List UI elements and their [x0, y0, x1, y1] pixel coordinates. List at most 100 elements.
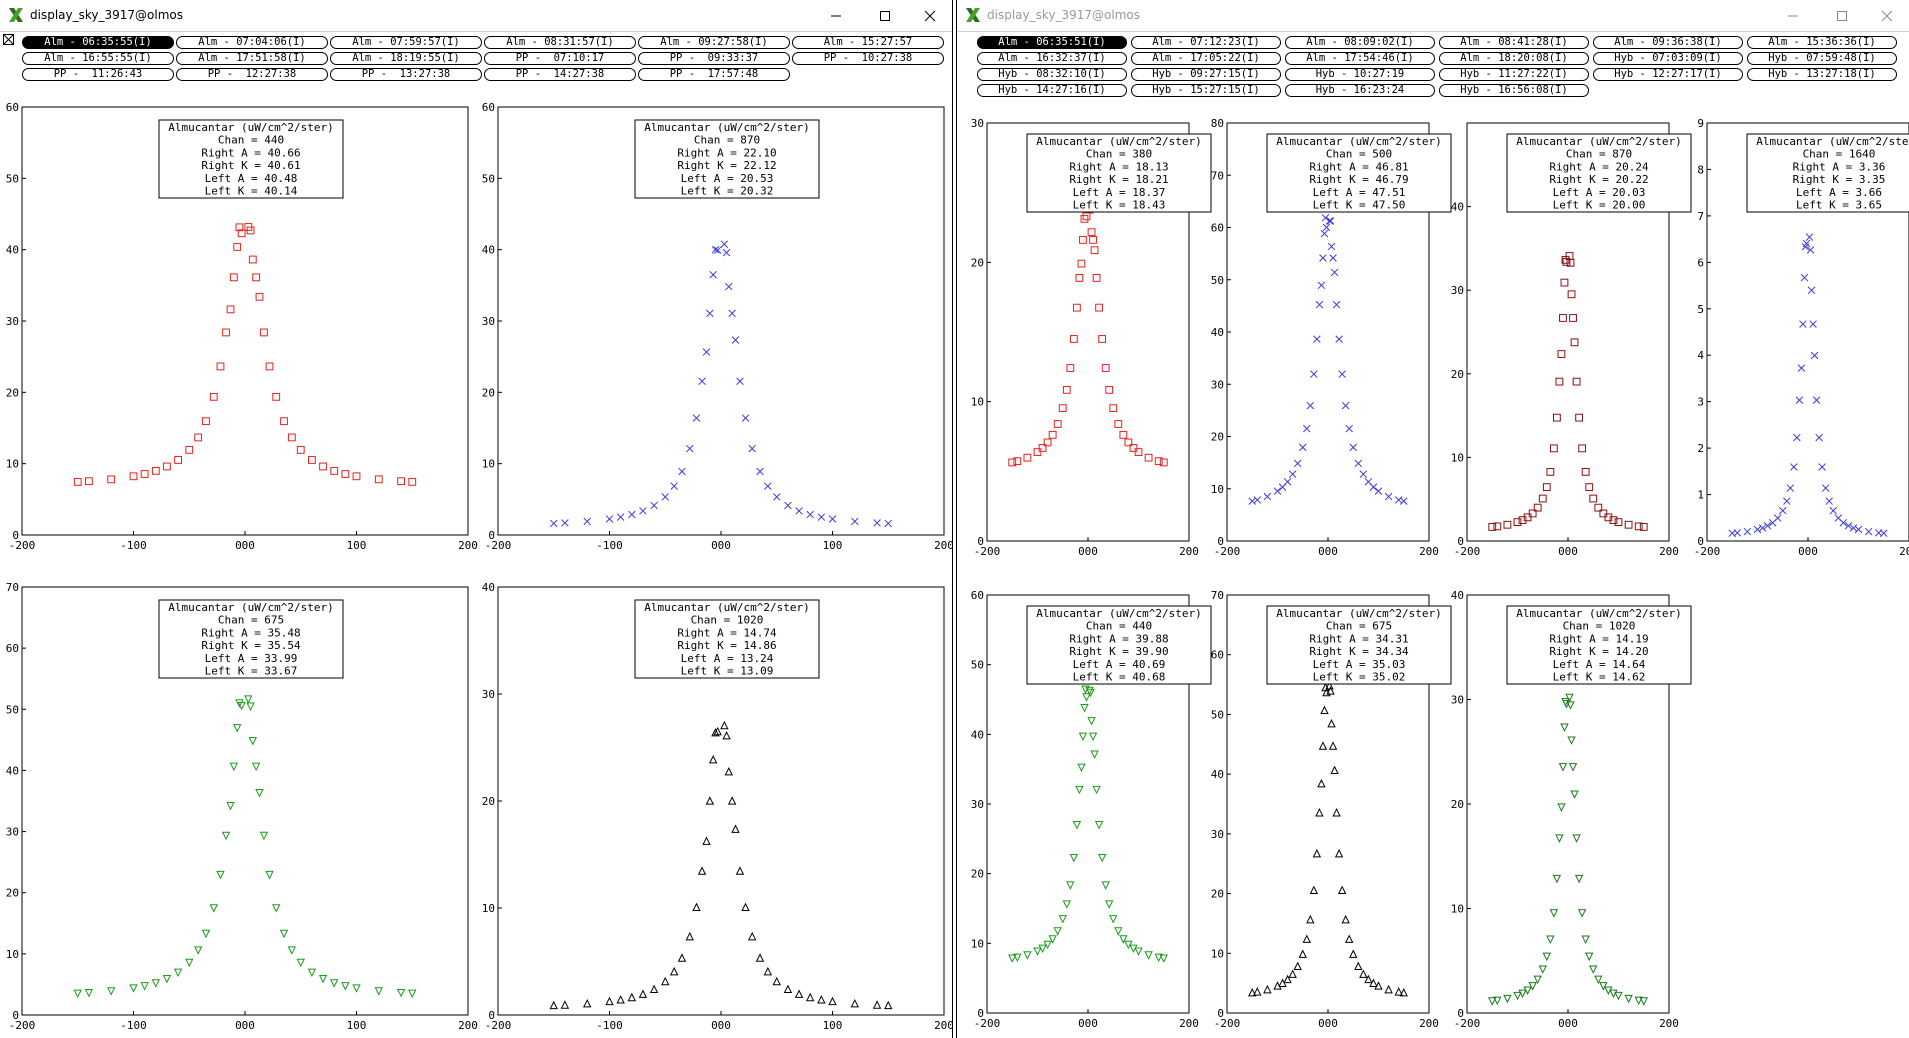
data-point: [561, 519, 569, 527]
time-button[interactable]: Alm - 08:31:57(I): [484, 36, 636, 49]
time-button[interactable]: Alm - 07:59:57(I): [330, 36, 482, 49]
data-point: [287, 946, 297, 955]
data-point: [244, 695, 253, 704]
maximize-button[interactable]: [1819, 0, 1865, 31]
time-button[interactable]: Alm - 16:55:55(I): [22, 52, 174, 65]
minimize-button[interactable]: [1770, 0, 1816, 31]
y-tick-label: 30: [1451, 284, 1464, 297]
data-point: [1319, 254, 1327, 262]
data-point: [1048, 430, 1057, 439]
data-point: [229, 273, 238, 282]
time-button[interactable]: Alm - 15:27:57: [792, 36, 944, 49]
data-point: [549, 1000, 558, 1010]
x-tick-label: 000: [235, 539, 255, 552]
legend-value: Left A = 40.69: [1073, 658, 1166, 671]
data-point: [1763, 522, 1772, 530]
time-button[interactable]: Alm - 17:05:22(I): [1131, 52, 1281, 65]
data-point: [1614, 991, 1623, 1001]
time-button[interactable]: Alm - 16:32:37(I): [977, 52, 1127, 65]
x-tick-label: 200: [1899, 545, 1909, 558]
data-point: [1317, 281, 1326, 290]
data-point: [106, 987, 116, 996]
data-point: [226, 305, 235, 314]
time-button[interactable]: Alm - 09:36:38(I): [1593, 36, 1743, 49]
data-point: [1809, 320, 1817, 328]
time-button[interactable]: Alm - 07:12:23(I): [1131, 36, 1281, 49]
data-point: [1090, 750, 1099, 759]
window-titlebar[interactable]: display_sky_3917@olmos: [0, 0, 952, 32]
data-point: [1298, 443, 1307, 452]
time-button[interactable]: Alm - 07:04:06(I): [176, 36, 328, 49]
time-button[interactable]: Hyb - 07:03:09(I): [1593, 52, 1743, 65]
time-button[interactable]: Hyb - 07:59:48(I): [1747, 52, 1897, 65]
time-button[interactable]: Hyb - 15:27:15(I): [1131, 84, 1281, 97]
time-button[interactable]: Alm - 06:35:51(I): [977, 36, 1127, 49]
time-button[interactable]: Hyb - 12:27:17(I): [1593, 68, 1743, 81]
data-point: [1283, 974, 1292, 984]
data-point: [1263, 984, 1272, 994]
data-point: [1577, 909, 1587, 918]
data-point: [1557, 803, 1566, 812]
data-point: [255, 789, 264, 798]
time-button[interactable]: Hyb - 13:27:18(I): [1747, 68, 1897, 81]
data-point: [1318, 741, 1328, 750]
data-point: [1518, 989, 1527, 999]
data-point: [731, 336, 740, 344]
time-button[interactable]: Alm - 15:36:36(I): [1747, 36, 1897, 49]
data-point: [1089, 235, 1097, 244]
x-tick-label: 200: [1659, 545, 1679, 558]
close-button[interactable]: [907, 0, 952, 31]
close-button[interactable]: [1864, 0, 1909, 31]
time-button[interactable]: PP - 13:27:38: [330, 68, 482, 81]
y-tick-label: 10: [482, 902, 495, 915]
x-tick-label: 000: [1318, 545, 1338, 558]
time-button[interactable]: PP - 14:27:38: [484, 68, 636, 81]
y-tick-label: 50: [482, 172, 495, 185]
data-point: [1488, 997, 1497, 1006]
time-button[interactable]: Alm - 18:20:08(I): [1439, 52, 1589, 65]
time-button[interactable]: Alm - 06:35:55(I): [22, 36, 174, 49]
data-point: [1523, 986, 1532, 995]
x-tick-label: -100: [120, 1019, 147, 1032]
time-button[interactable]: PP - 11:26:43: [22, 68, 174, 81]
time-button[interactable]: PP - 17:57:48: [638, 68, 790, 81]
panel-close-icon[interactable]: [3, 34, 14, 45]
time-button[interactable]: Alm - 08:09:02(I): [1285, 36, 1435, 49]
time-button[interactable]: PP - 09:33:37: [638, 52, 790, 65]
x-tick-label: -100: [596, 1019, 623, 1032]
time-button[interactable]: Hyb - 16:56:08(I): [1439, 84, 1589, 97]
x11-logo-icon: [9, 8, 23, 22]
data-point: [237, 229, 246, 238]
time-button[interactable]: Hyb - 16:23:24: [1285, 84, 1435, 97]
data-point: [686, 444, 694, 453]
y-tick-label: 0: [977, 535, 984, 548]
data-point: [280, 417, 288, 426]
data-point: [1114, 927, 1123, 936]
time-button[interactable]: PP - 07:10:17: [484, 52, 636, 65]
data-point: [1109, 404, 1118, 413]
time-button[interactable]: Hyb - 10:27:19: [1285, 68, 1435, 81]
minimize-button[interactable]: [813, 0, 859, 31]
time-button[interactable]: Alm - 18:19:55(I): [330, 52, 482, 65]
data-point: [1043, 940, 1052, 950]
data-point: [817, 995, 826, 1004]
data-point: [1134, 448, 1143, 456]
time-button[interactable]: Alm - 17:51:58(I): [176, 52, 328, 65]
time-button[interactable]: PP - 10:27:38: [792, 52, 944, 65]
maximize-button[interactable]: [862, 0, 908, 31]
time-button[interactable]: Hyb - 09:27:15(I): [1131, 68, 1281, 81]
data-point: [678, 467, 686, 476]
data-point: [1320, 705, 1329, 715]
close-icon: [1881, 10, 1893, 22]
time-button[interactable]: Hyb - 11:27:22(I): [1439, 68, 1589, 81]
time-button[interactable]: Alm - 08:41:28(I): [1439, 36, 1589, 49]
time-button[interactable]: Alm - 09:27:58(I): [638, 36, 790, 49]
time-button[interactable]: Hyb - 14:27:16(I): [977, 84, 1127, 97]
legend-value: Left A = 13.24: [681, 652, 774, 665]
y-tick-label: 40: [482, 244, 495, 257]
window-titlebar[interactable]: display_sky_3917@olmos: [957, 0, 1909, 32]
time-button[interactable]: PP - 12:27:38: [176, 68, 328, 81]
time-button[interactable]: Hyb - 08:32:10(I): [977, 68, 1127, 81]
data-point: [252, 273, 261, 282]
time-button[interactable]: Alm - 17:54:46(I): [1285, 52, 1435, 65]
